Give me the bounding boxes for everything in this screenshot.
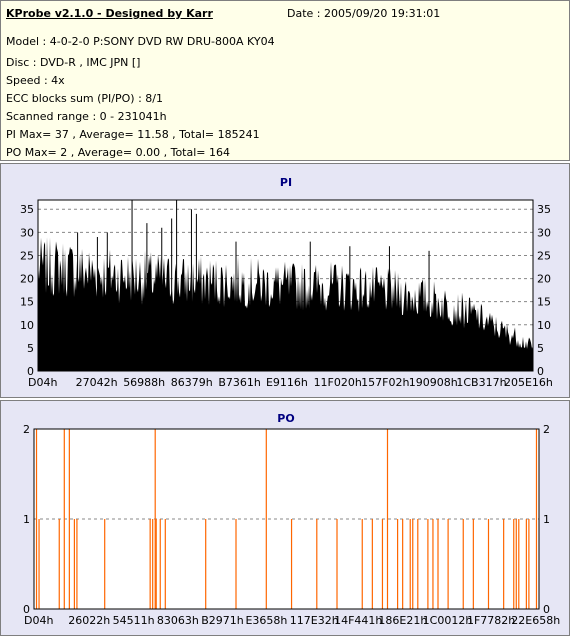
- pi-ytick-left: 30: [20, 226, 34, 239]
- pi-chart-panel: PI 0 5 10 15 20 25 30 35 0 5 10 15 20 25 30 35 D04h 270…: [0, 163, 570, 398]
- po-ytick-left: 0: [23, 603, 30, 616]
- pi-xtick-label: E9116h: [266, 376, 308, 389]
- po-xtick-label: 26022h: [68, 614, 110, 627]
- pi-ytick-left: 5: [27, 342, 34, 355]
- pi-ytick-right: 15: [537, 296, 551, 309]
- pi-ytick-right: 25: [537, 249, 551, 262]
- po-chart-title: PO: [277, 412, 294, 425]
- pi-chart: PI 0 5 10 15 20 25 30 35 0 5 10 15 20 25 30 35 D04h 270…: [20, 176, 553, 389]
- po-ytick-right: 1: [543, 513, 550, 526]
- po-plot-frame: [33, 428, 540, 610]
- pi-ytick-right: 5: [537, 342, 544, 355]
- pi-ytick-right: 30: [537, 226, 551, 239]
- pi-ytick-right: 0: [537, 365, 544, 378]
- pi-ytick-left: 35: [20, 203, 34, 216]
- pi-xtick-label: 205E16h: [504, 376, 553, 389]
- pi-ytick-left: 15: [20, 296, 34, 309]
- po-xtick-label: E3658h: [245, 614, 287, 627]
- po-xtick-label: B2971h: [201, 614, 244, 627]
- ecc-line: ECC blocks sum (PI/PO) : 8/1: [6, 92, 163, 105]
- pi-xtick-label: 27042h: [76, 376, 118, 389]
- pi-xtick-label: 11F020h: [314, 376, 362, 389]
- disc-line: Disc : DVD-R , IMC JPN []: [6, 56, 141, 69]
- po-xtick-label: 117E32h: [290, 614, 339, 627]
- pi-ytick-right: 35: [537, 203, 551, 216]
- po-stats-line: PO Max= 2 , Average= 0.00 , Total= 164: [6, 146, 230, 159]
- pi-ytick-left: 0: [27, 365, 34, 378]
- scan-date: Date : 2005/09/20 19:31:01: [287, 7, 441, 20]
- pi-chart-title: PI: [280, 176, 292, 189]
- pi-xtick-label: 1CB317h: [456, 376, 506, 389]
- speed-line: Speed : 4x: [6, 74, 65, 87]
- pi-ytick-left: 10: [20, 319, 34, 332]
- model-line: Model : 4-0-2-0 P:SONY DVD RW DRU-800A K…: [6, 35, 275, 48]
- app-title: KProbe v2.1.0 - Designed by Karr: [6, 7, 213, 20]
- po-xtick-label: 186E21h: [378, 614, 427, 627]
- pi-ytick-left: 25: [20, 249, 34, 262]
- po-xtick-label: 1F7782h: [467, 614, 515, 627]
- pi-ytick-right: 10: [537, 319, 551, 332]
- pi-xtick-label: D04h: [28, 376, 57, 389]
- pi-stats-line: PI Max= 37 , Average= 11.58 , Total= 185…: [6, 128, 260, 141]
- po-xtick-label: D04h: [24, 614, 53, 627]
- po-xtick-label: 83063h: [157, 614, 199, 627]
- pi-ytick-right: 20: [537, 273, 551, 286]
- po-ytick-right: 2: [543, 423, 550, 436]
- po-xtick-label: 1C0012h: [423, 614, 473, 627]
- po-xtick-label: 14F441h: [334, 614, 382, 627]
- po-chart-panel: PO 0 1 2 0 1 2 D04h 26022h 54511h 83063h B2971h E…: [0, 400, 570, 636]
- pi-xtick-label: 157F02h: [361, 376, 409, 389]
- range-line: Scanned range : 0 - 231041h: [6, 110, 167, 123]
- po-xtick-label: 22E658h: [511, 614, 560, 627]
- po-xtick-label: 54511h: [113, 614, 155, 627]
- pi-xtick-label: B7361h: [218, 376, 261, 389]
- pi-xtick-label: 86379h: [171, 376, 213, 389]
- po-ytick-left: 1: [23, 513, 30, 526]
- pi-ytick-left: 20: [20, 273, 34, 286]
- po-ytick-left: 2: [23, 423, 30, 436]
- po-ytick-right: 0: [543, 603, 550, 616]
- po-chart: PO 0 1 2 0 1 2 D04h 26022h 54511h 83063h B2971h E…: [23, 412, 560, 627]
- pi-xtick-label: 190908h: [409, 376, 458, 389]
- pi-xtick-label: 56988h: [123, 376, 165, 389]
- info-panel: KProbe v2.1.0 - Designed by Karr Date : …: [0, 0, 570, 161]
- pi-plot-frame: [37, 199, 534, 372]
